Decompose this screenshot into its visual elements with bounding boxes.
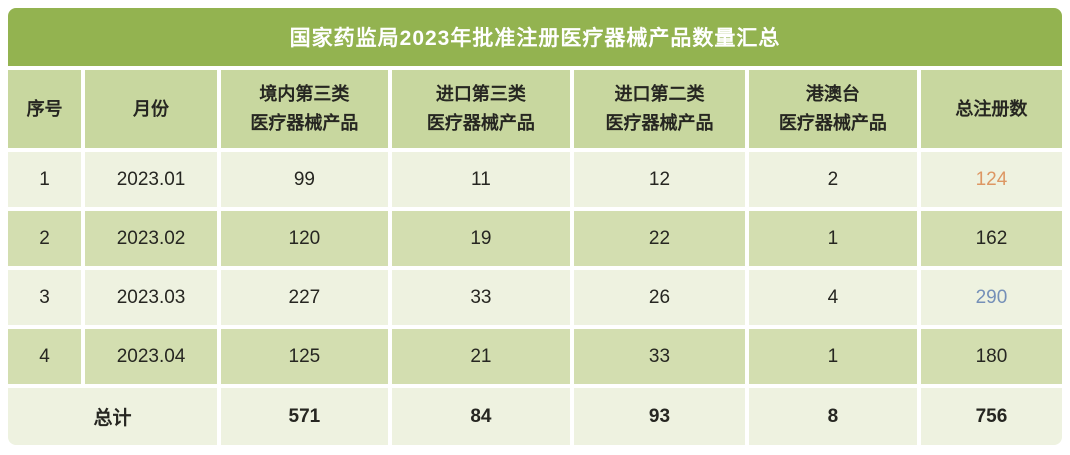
- cell-month: 2023.02: [85, 211, 217, 266]
- total-import-class2: 93: [574, 388, 745, 445]
- cell-import-class2: 33: [574, 329, 745, 384]
- total-hmt: 8: [748, 388, 917, 445]
- cell-import-class3: 19: [391, 211, 570, 266]
- cell-seq: 4: [8, 329, 82, 384]
- title-bar: 国家药监局2023年批准注册医疗器械产品数量汇总: [8, 8, 1062, 66]
- cell-seq: 3: [8, 270, 82, 325]
- cell-domestic-class3: 125: [220, 329, 388, 384]
- total-domestic-class3: 571: [220, 388, 388, 445]
- cell-import-class3: 33: [391, 270, 570, 325]
- cell-total-registrations: 162: [920, 211, 1062, 266]
- registration-summary-table: 国家药监局2023年批准注册医疗器械产品数量汇总 序号 月份 境内第三类 医疗器械…: [4, 4, 1066, 449]
- table-title: 国家药监局2023年批准注册医疗器械产品数量汇总: [8, 8, 1062, 66]
- cell-month: 2023.01: [85, 152, 217, 207]
- cell-domestic-class3: 120: [220, 211, 388, 266]
- total-label: 总计: [8, 388, 217, 445]
- cell-seq: 2: [8, 211, 82, 266]
- total-row: 总计 571 84 93 8 756: [8, 388, 1062, 445]
- table-row: 1 2023.01 99 11 12 2 124: [8, 152, 1062, 207]
- cell-month: 2023.03: [85, 270, 217, 325]
- cell-month: 2023.04: [85, 329, 217, 384]
- col-header-total-registrations: 总注册数: [920, 70, 1062, 148]
- header-row: 序号 月份 境内第三类 医疗器械产品 进口第三类 医疗器械产品 进口第二类 医疗器械产…: [8, 70, 1062, 148]
- total-import-class3: 84: [391, 388, 570, 445]
- cell-seq: 1: [8, 152, 82, 207]
- table-row: 3 2023.03 227 33 26 4 290: [8, 270, 1062, 325]
- cell-hmt: 2: [748, 152, 917, 207]
- cell-domestic-class3: 99: [220, 152, 388, 207]
- col-header-hmt: 港澳台 医疗器械产品: [748, 70, 917, 148]
- cell-total-registrations: 180: [920, 329, 1062, 384]
- cell-import-class3: 11: [391, 152, 570, 207]
- col-header-import-class3: 进口第三类 医疗器械产品: [391, 70, 570, 148]
- total-total-registrations: 756: [920, 388, 1062, 445]
- col-header-import-class2: 进口第二类 医疗器械产品: [574, 70, 745, 148]
- col-header-domestic-class3: 境内第三类 医疗器械产品: [220, 70, 388, 148]
- cell-import-class2: 12: [574, 152, 745, 207]
- table-row: 2 2023.02 120 19 22 1 162: [8, 211, 1062, 266]
- cell-hmt: 4: [748, 270, 917, 325]
- cell-total-registrations: 290: [920, 270, 1062, 325]
- page: 国家药监局2023年批准注册医疗器械产品数量汇总 序号 月份 境内第三类 医疗器械…: [0, 4, 1070, 455]
- cell-import-class3: 21: [391, 329, 570, 384]
- cell-total-registrations: 124: [920, 152, 1062, 207]
- col-header-seq: 序号: [8, 70, 82, 148]
- table-row: 4 2023.04 125 21 33 1 180: [8, 329, 1062, 384]
- col-header-month: 月份: [85, 70, 217, 148]
- cell-import-class2: 22: [574, 211, 745, 266]
- cell-import-class2: 26: [574, 270, 745, 325]
- cell-hmt: 1: [748, 329, 917, 384]
- cell-hmt: 1: [748, 211, 917, 266]
- cell-domestic-class3: 227: [220, 270, 388, 325]
